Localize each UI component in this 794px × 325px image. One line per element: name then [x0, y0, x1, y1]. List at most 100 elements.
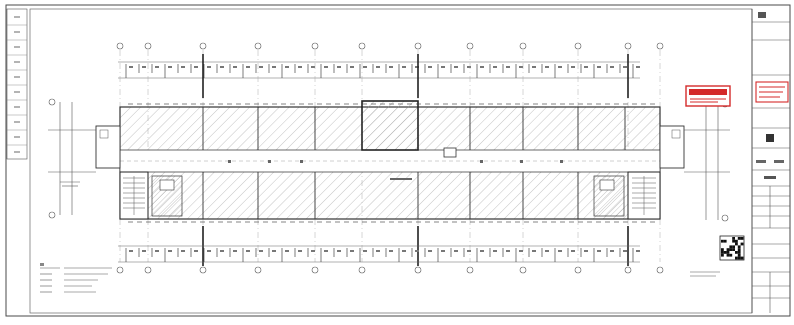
dimension-label [610, 66, 614, 68]
dimension-label [324, 250, 328, 252]
grid-bubble [414, 42, 422, 50]
dimension-label [363, 250, 367, 252]
grid-bubble [199, 42, 207, 50]
dimension-label [246, 250, 250, 252]
dimension-label [155, 250, 159, 252]
dimension-label [480, 66, 484, 68]
qr-module [735, 239, 738, 243]
grid-bubble [358, 266, 366, 274]
dimension-label [480, 250, 484, 252]
dimension-label [246, 66, 250, 68]
grid-bubble [624, 42, 632, 50]
bottom-dimension-ticks [125, 248, 640, 262]
qr-module [726, 248, 730, 251]
dimension-label [285, 250, 289, 252]
top-grid-bubbles [116, 42, 664, 50]
left-axis-marks [48, 98, 96, 219]
qr-module [735, 256, 738, 260]
dimension-label [428, 66, 432, 68]
bottom-grid-axes [118, 245, 640, 263]
grid-bubble [144, 42, 152, 50]
dimension-label [389, 66, 393, 68]
dimension-label [610, 250, 614, 252]
dimension-label [311, 66, 315, 68]
qr-module [726, 251, 730, 254]
dimension-label [441, 250, 445, 252]
dimension-label [428, 250, 432, 252]
dimension-label [194, 250, 198, 252]
qr-module [729, 248, 733, 251]
approval-stamp [685, 85, 731, 107]
qr-module [723, 239, 727, 243]
qr-module [729, 253, 733, 257]
dimension-label [220, 66, 224, 68]
legend-notes [40, 263, 112, 293]
grid-bubble [656, 266, 664, 274]
dimension-label [571, 250, 575, 252]
dimension-label [207, 66, 211, 68]
qr-module [735, 242, 738, 246]
bottom-grid-bubbles [116, 266, 664, 274]
qr-code-icon [719, 235, 745, 261]
dimension-label [558, 250, 562, 252]
dimension-label [272, 66, 276, 68]
dimension-label [545, 250, 549, 252]
dimension-label [532, 250, 536, 252]
scale-note [690, 271, 720, 277]
dimension-label [285, 66, 289, 68]
dimension-label [402, 66, 406, 68]
qr-module [721, 253, 724, 257]
dimension-label [337, 250, 341, 252]
dimension-label [259, 66, 263, 68]
dimension-label [376, 250, 380, 252]
qr-module [721, 248, 724, 251]
dimension-label [129, 250, 133, 252]
dimension-label [558, 66, 562, 68]
dimension-label [506, 250, 510, 252]
qr-module [735, 251, 738, 254]
qr-module [732, 248, 735, 251]
dimension-label [454, 66, 458, 68]
qr-module [732, 237, 735, 240]
dimension-label [636, 66, 640, 68]
dimension-label [597, 66, 601, 68]
grid-bubble [656, 42, 664, 50]
dimension-label [168, 66, 172, 68]
dimension-label [155, 66, 159, 68]
dimension-label [142, 250, 146, 252]
qr-module [737, 253, 741, 257]
dimension-label [298, 66, 302, 68]
qr-module [740, 256, 744, 260]
grid-bubble [254, 42, 262, 50]
dimension-label [259, 250, 263, 252]
title-block [751, 9, 790, 313]
dimension-label [168, 250, 172, 252]
grid-bubble [414, 266, 422, 274]
grid-bubble [466, 266, 474, 274]
qr-module [721, 239, 724, 243]
qr-module [737, 251, 741, 254]
dimension-label [389, 250, 393, 252]
dimension-label [519, 66, 523, 68]
left-revision-strip [6, 8, 28, 160]
grid-bubble [574, 266, 582, 274]
dimension-label [623, 250, 627, 252]
building-floor-plan [95, 100, 685, 223]
grid-bubble [311, 266, 319, 274]
dimension-label [415, 250, 419, 252]
dimension-label [571, 66, 575, 68]
dimension-label [207, 250, 211, 252]
qr-module [726, 253, 730, 257]
dimension-label [350, 250, 354, 252]
dimension-label [545, 66, 549, 68]
approval-stamp-secondary [755, 81, 789, 103]
dimension-label [584, 66, 588, 68]
grid-bubble [144, 266, 152, 274]
grid-bubble [311, 42, 319, 50]
dimension-label [233, 66, 237, 68]
top-dimension-ticks [125, 64, 640, 78]
qr-module [721, 251, 724, 254]
dimension-label [493, 66, 497, 68]
qr-module [740, 242, 744, 246]
